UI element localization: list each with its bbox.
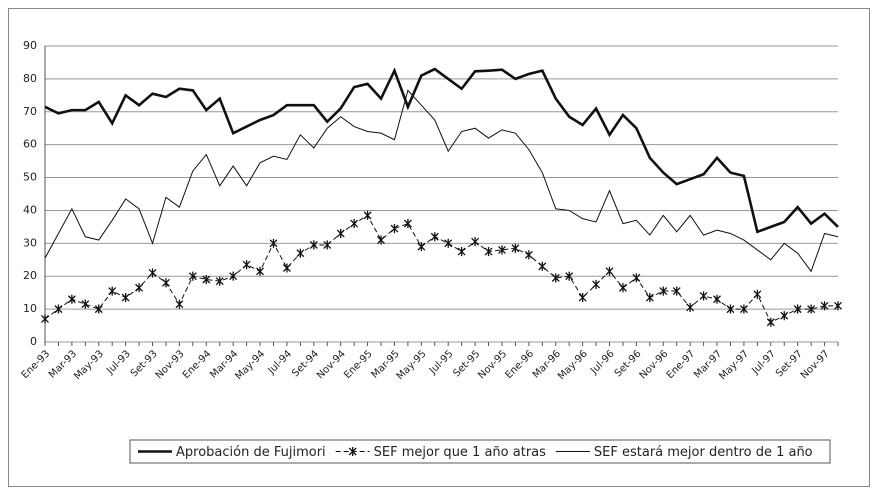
frame [8, 8, 870, 487]
marker [726, 304, 735, 314]
marker [618, 283, 627, 293]
series-line [44, 89, 839, 273]
marker [780, 311, 789, 321]
legend-box [129, 439, 831, 464]
x-tick-label: Nov-94 [315, 348, 348, 381]
marker [471, 237, 480, 247]
marker [242, 260, 251, 270]
marker [377, 235, 385, 245]
marker [592, 279, 601, 289]
series-line [44, 67, 839, 234]
marker [175, 299, 184, 309]
marker [444, 238, 453, 248]
legend-label: SEF mejor que 1 año atras [374, 445, 546, 460]
x-tick-label: Nov-93 [154, 348, 187, 381]
marker [484, 247, 493, 257]
y-tick-label: 0 [30, 335, 37, 348]
x-tick-label: May-96 [556, 348, 590, 382]
marker [645, 293, 654, 303]
marker [430, 232, 439, 242]
marker [753, 289, 762, 299]
x-tick-label: May-97 [717, 348, 751, 382]
x-tick-label: Nov-97 [799, 348, 832, 381]
x-tick-label: May-94 [233, 348, 267, 382]
marker [54, 304, 63, 314]
marker [348, 446, 357, 457]
marker [94, 304, 103, 314]
marker [282, 263, 291, 273]
marker [793, 304, 802, 314]
marker [188, 271, 197, 281]
y-tick-label: 90 [23, 39, 37, 52]
x-tick-label: Ene-96 [503, 348, 536, 381]
y-tick-label: 40 [23, 203, 37, 216]
y-tick-label: 20 [23, 269, 37, 282]
marker [632, 273, 641, 283]
marker [498, 245, 506, 255]
marker [672, 286, 681, 296]
marker [457, 247, 466, 257]
series-line [44, 214, 838, 323]
marker [565, 271, 574, 281]
y-tick-label: 10 [23, 302, 37, 315]
marker [202, 274, 211, 285]
marker [551, 273, 560, 283]
marker [578, 293, 587, 303]
marker [363, 210, 372, 220]
marker [121, 293, 130, 303]
x-tick-label: Nov-96 [638, 348, 671, 381]
marker [229, 271, 238, 281]
marker [296, 248, 305, 258]
marker [67, 294, 76, 304]
marker [511, 243, 520, 253]
x-tick-label: Ene-94 [181, 348, 214, 381]
y-tick-label: 80 [23, 72, 37, 85]
x-tick-label: Ene-93 [20, 348, 53, 381]
x-tick-label: May-93 [72, 348, 106, 382]
marker [686, 302, 695, 313]
x-tick-label: Ene-95 [342, 348, 375, 381]
marker [309, 240, 318, 250]
marker [403, 219, 412, 229]
marker [41, 314, 49, 324]
marker [699, 291, 708, 301]
marker [162, 278, 170, 288]
marker [659, 286, 668, 296]
marker [417, 242, 426, 252]
legend: Aprobación de Fujimori SEF mejor que 1 añ… [129, 439, 831, 464]
marker [350, 219, 359, 229]
marker [336, 228, 345, 239]
marker [713, 294, 721, 304]
marker [820, 301, 829, 311]
marker [215, 276, 224, 286]
marker [834, 301, 842, 311]
marker [739, 304, 748, 314]
marker [256, 266, 265, 276]
legend-label: SEF estará mejor dentro de 1 año [594, 445, 813, 460]
marker [269, 238, 278, 248]
marker [605, 266, 614, 276]
marker [108, 286, 117, 296]
marker [766, 317, 775, 327]
x-tick-label: Ene-97 [665, 348, 698, 381]
y-tick-label: 60 [23, 138, 37, 151]
legend-label: Aprobación de Fujimori [176, 445, 326, 460]
marker [807, 304, 816, 314]
y-tick-label: 50 [23, 171, 37, 184]
x-tick-label: May-95 [395, 348, 429, 382]
marker [323, 240, 332, 250]
y-tick-label: 70 [23, 105, 37, 118]
marker [81, 299, 90, 309]
marker [135, 283, 144, 293]
marker [390, 223, 399, 234]
marker [524, 250, 533, 260]
y-tick-label: 30 [23, 236, 37, 249]
marker [148, 268, 157, 278]
x-tick-label: Nov-95 [476, 348, 509, 381]
marker [538, 261, 547, 271]
